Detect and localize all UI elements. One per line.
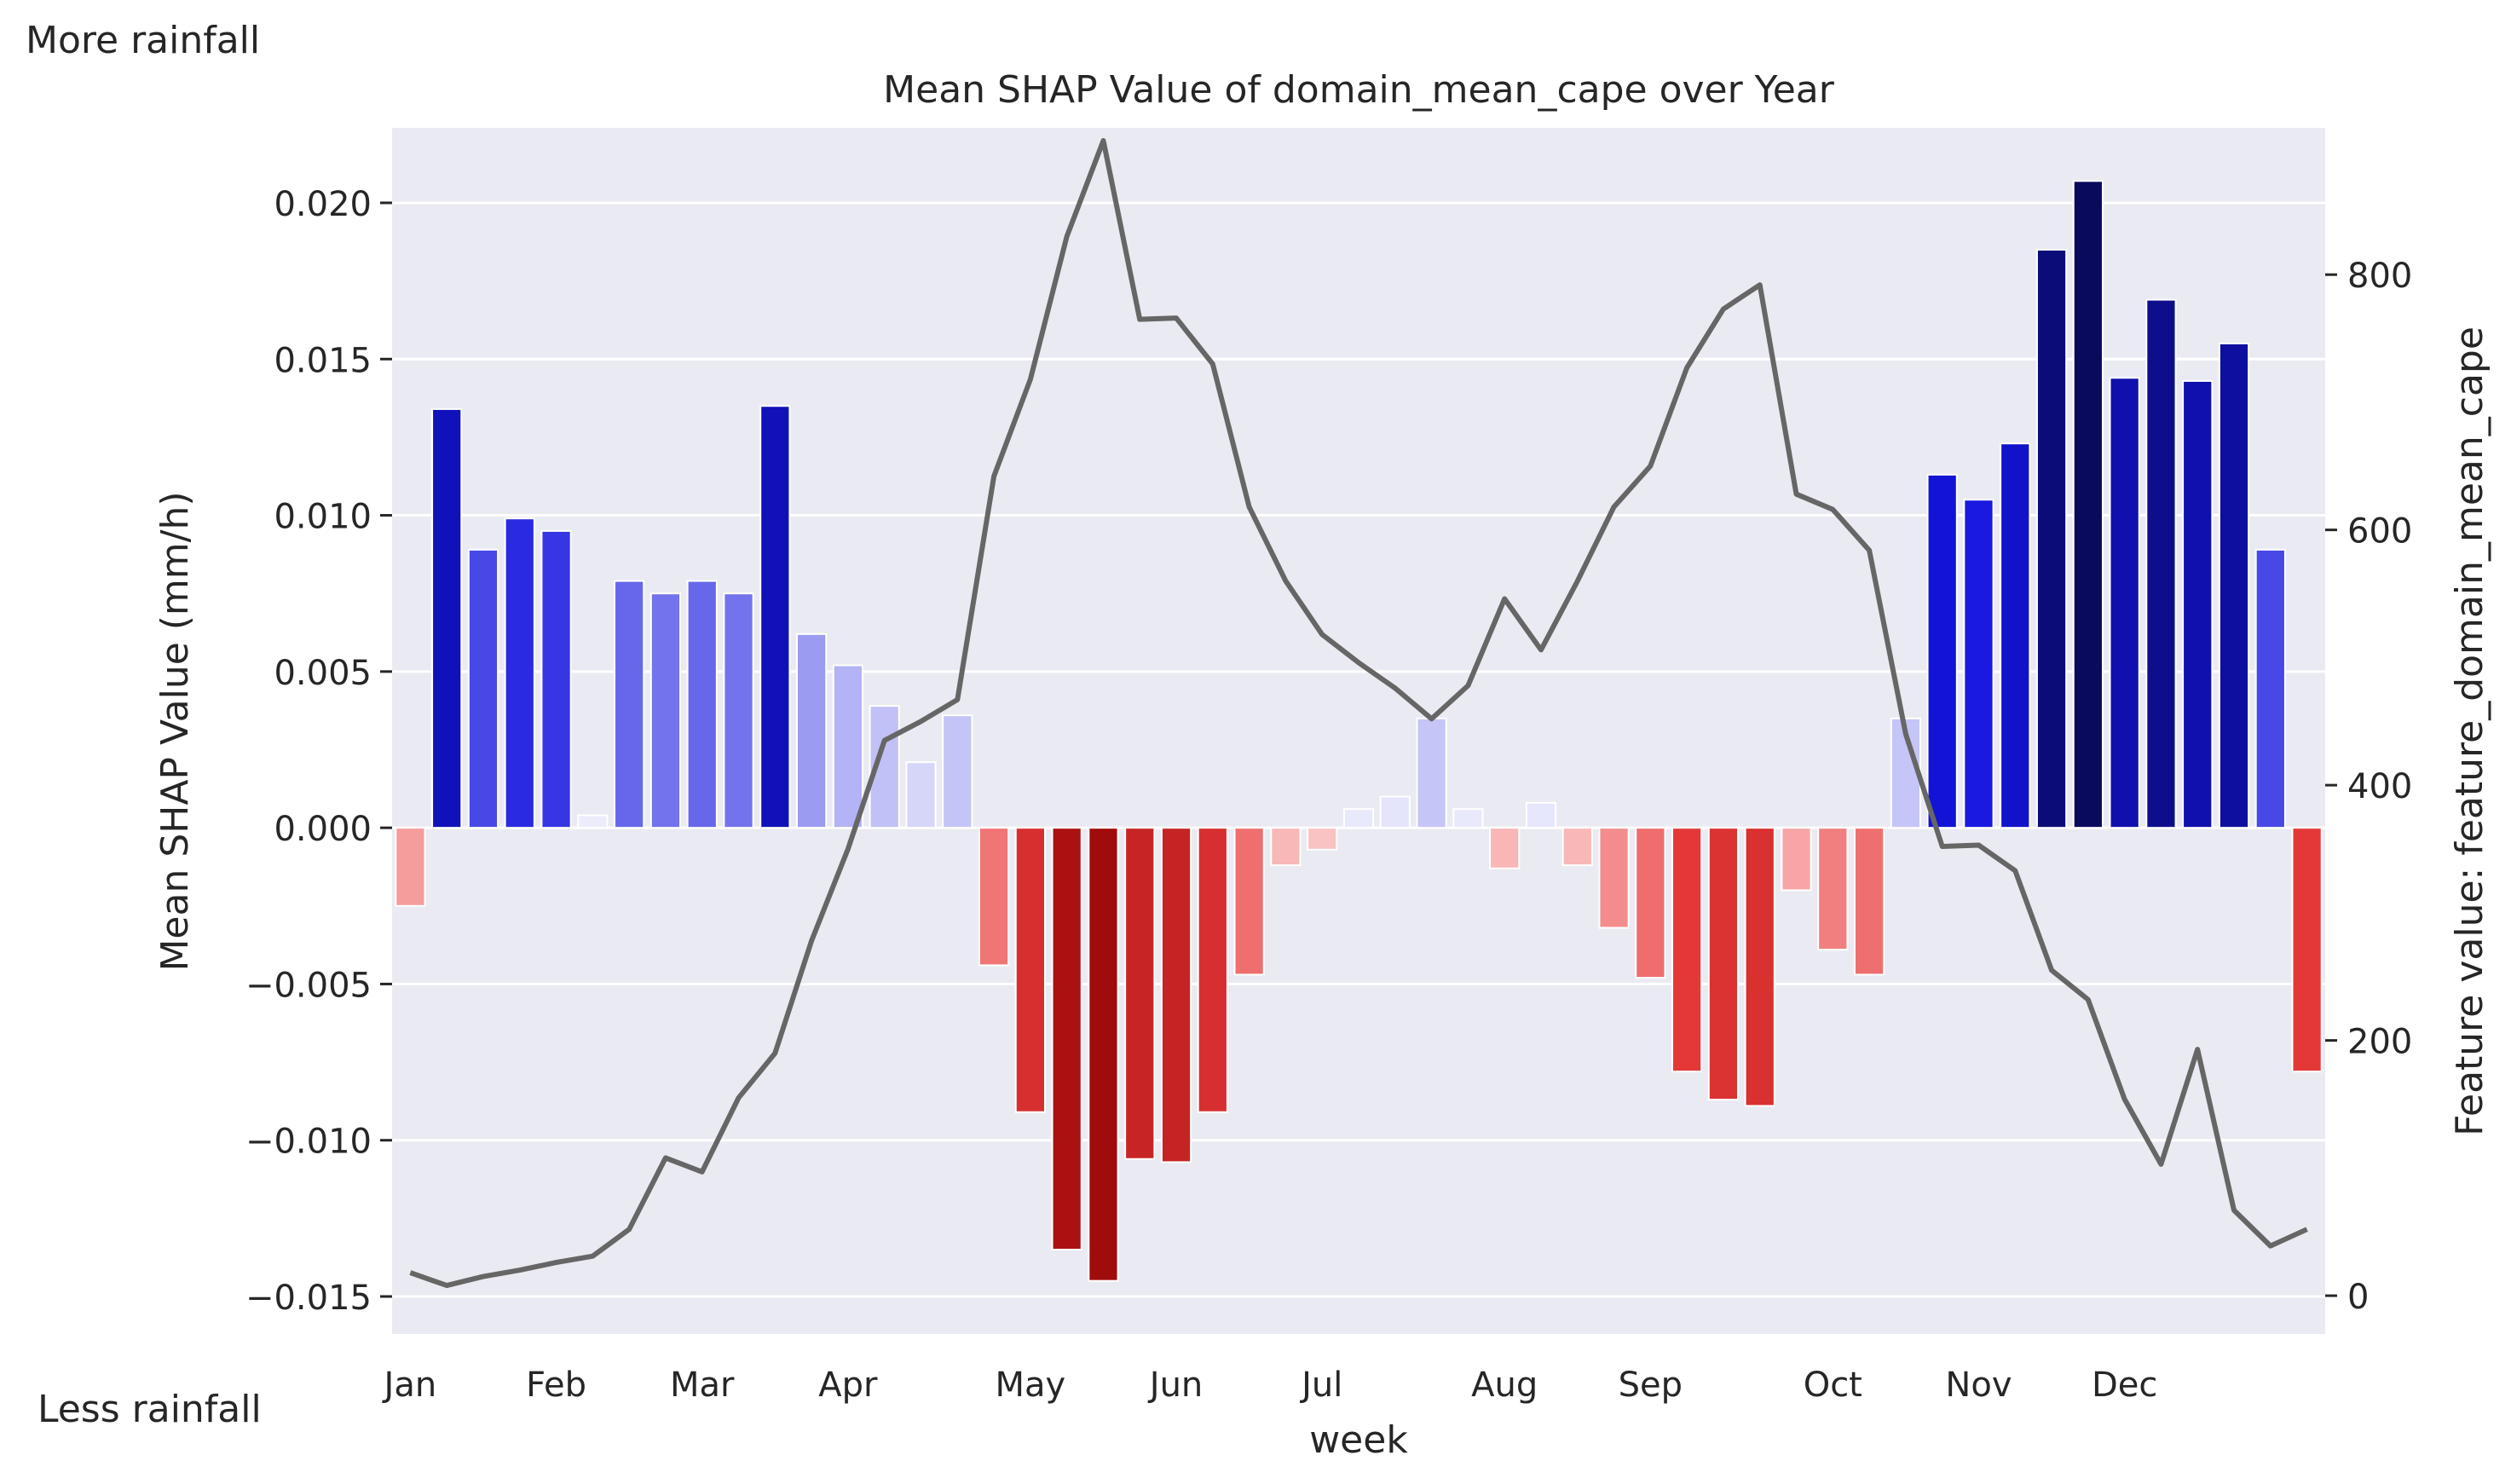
shap-bar: [2145, 298, 2177, 829]
x-tick-label: Apr: [818, 1366, 878, 1405]
x-tick-label: Mar: [670, 1366, 735, 1405]
y2-tick-label: 0: [2347, 1278, 2369, 1317]
shap-bar: [1452, 808, 1484, 829]
x-tick-label: May: [996, 1366, 1066, 1405]
x-tick-label: Jun: [1147, 1366, 1204, 1405]
y2-tick-label: 800: [2347, 257, 2412, 296]
shap-bar: [1489, 827, 1521, 869]
y-tick-label: 0.015: [274, 341, 372, 380]
y2-tick-label: 400: [2347, 767, 2412, 806]
right-axis-label: Feature value: feature_domain_mean_cape: [2448, 326, 2491, 1136]
shap-bar: [1270, 827, 1302, 867]
shap-bar: [431, 407, 463, 829]
shap-bar: [795, 632, 828, 829]
shap-bar: [2182, 379, 2214, 829]
shap-bar: [504, 517, 535, 829]
x-tick-label: Aug: [1471, 1366, 1538, 1405]
shap-bar: [759, 405, 791, 829]
shap-bar: [2218, 342, 2250, 829]
shap-bar: [1124, 827, 1156, 1160]
shap-bar: [1379, 795, 1411, 829]
more-rainfall-annotation: More rainfall: [26, 19, 261, 62]
x-tick-label: Feb: [526, 1366, 586, 1405]
shap-bar: [1342, 808, 1375, 829]
x-tick-label: Nov: [1945, 1366, 2012, 1405]
x-tick-label: Oct: [1804, 1366, 1862, 1405]
left-axis-ticks: −0.015 −0.010 −0.005 0.000 0.005 0.010 0.015 0.…: [245, 185, 392, 1318]
x-axis-label: week: [1309, 1418, 1408, 1462]
shap-bar: [2254, 548, 2286, 829]
shap-bar: [1233, 827, 1265, 976]
shap-bar: [723, 592, 754, 829]
shap-bar: [1853, 827, 1885, 976]
shap-bar: [1197, 827, 1228, 1113]
x-tick-label: Jul: [1299, 1366, 1342, 1405]
shap-bar: [2109, 377, 2140, 829]
shap-bar: [1890, 717, 1922, 829]
y-tick-label: −0.005: [245, 966, 372, 1005]
shap-bar: [1160, 827, 1192, 1164]
shap-bar: [1817, 827, 1849, 951]
shap-bar: [2000, 442, 2031, 829]
shap-bar: [1014, 827, 1046, 1113]
shap-bar: [1307, 827, 1338, 851]
feature-value-line: [409, 138, 2308, 1289]
shap-bar: [1561, 827, 1593, 867]
shap-bar: [1525, 801, 1557, 829]
shap-bar: [1635, 827, 1666, 979]
y-tick-label: 0.020: [274, 185, 372, 224]
shap-bar: [614, 580, 645, 829]
shap-bar: [2072, 180, 2104, 829]
y-tick-label: 0.005: [274, 654, 372, 693]
right-axis-ticks: 0 200 400 600 800: [2325, 257, 2412, 1317]
shap-bar: [1744, 827, 1775, 1107]
shap-bar: [1926, 473, 1958, 829]
shap-bars: [395, 180, 2323, 1282]
chart-title: Mean SHAP Value of domain_mean_cape over…: [883, 68, 1835, 112]
shap-bar: [540, 529, 572, 829]
shap-bar: [832, 664, 864, 829]
y-tick-label: 0.000: [274, 810, 372, 849]
shap-bar: [467, 548, 499, 829]
x-axis-ticks: Jan Feb Mar Apr May Jun Jul Aug Sep Oct Nov Dec: [382, 1366, 2158, 1405]
shap-bar: [2035, 248, 2068, 829]
shap-bar: [1707, 827, 1740, 1101]
shap-bar: [395, 827, 426, 907]
shap-bar: [905, 761, 937, 829]
shap-bar: [942, 714, 973, 829]
shap-bar: [577, 814, 609, 829]
x-tick-label: Jan: [382, 1366, 437, 1405]
x-tick-label: Sep: [1619, 1366, 1683, 1405]
y-tick-label: −0.010: [245, 1123, 372, 1162]
shap-bar: [649, 592, 682, 829]
y2-tick-label: 200: [2347, 1023, 2412, 1062]
x-tick-label: Dec: [2092, 1366, 2157, 1405]
shap-bar: [1781, 827, 1812, 892]
shap-bar: [1671, 827, 1703, 1073]
shap-bar: [1963, 499, 1994, 829]
plot-background: [392, 128, 2325, 1334]
y2-tick-label: 600: [2347, 512, 2412, 551]
y-axis-label: Mean SHAP Value (mm/h): [153, 491, 197, 971]
less-rainfall-annotation: Less rainfall: [38, 1388, 262, 1431]
shap-bar: [1598, 827, 1630, 929]
shap-bar: [1051, 827, 1082, 1251]
shap-bar: [1088, 827, 1119, 1282]
y-tick-label: −0.015: [245, 1279, 372, 1318]
shap-bar: [686, 580, 718, 829]
shap-bar: [1416, 717, 1447, 829]
shap-bar: [978, 827, 1010, 967]
y-tick-label: 0.010: [274, 498, 372, 537]
shap-bar: [2291, 827, 2323, 1073]
